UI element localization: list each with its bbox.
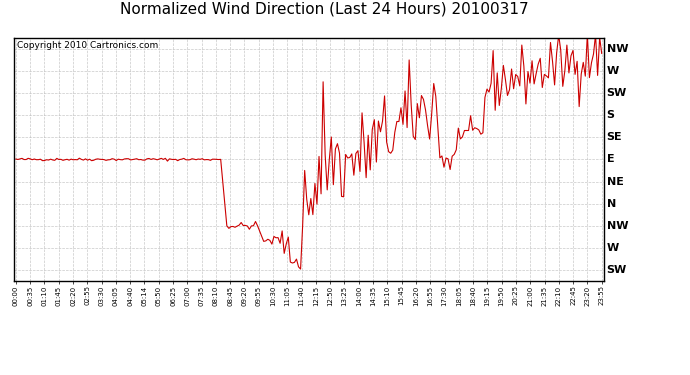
Text: N: N: [607, 199, 616, 209]
Text: NW: NW: [607, 221, 628, 231]
Text: NW: NW: [607, 44, 628, 54]
Text: Copyright 2010 Cartronics.com: Copyright 2010 Cartronics.com: [17, 41, 158, 50]
Text: W: W: [607, 66, 619, 76]
Text: SW: SW: [607, 265, 627, 275]
Text: SE: SE: [607, 132, 622, 142]
Text: SW: SW: [607, 88, 627, 98]
Text: S: S: [607, 110, 615, 120]
Text: NE: NE: [607, 177, 624, 186]
Text: W: W: [607, 243, 619, 253]
Text: E: E: [607, 154, 614, 164]
Text: Normalized Wind Direction (Last 24 Hours) 20100317: Normalized Wind Direction (Last 24 Hours…: [120, 2, 529, 17]
